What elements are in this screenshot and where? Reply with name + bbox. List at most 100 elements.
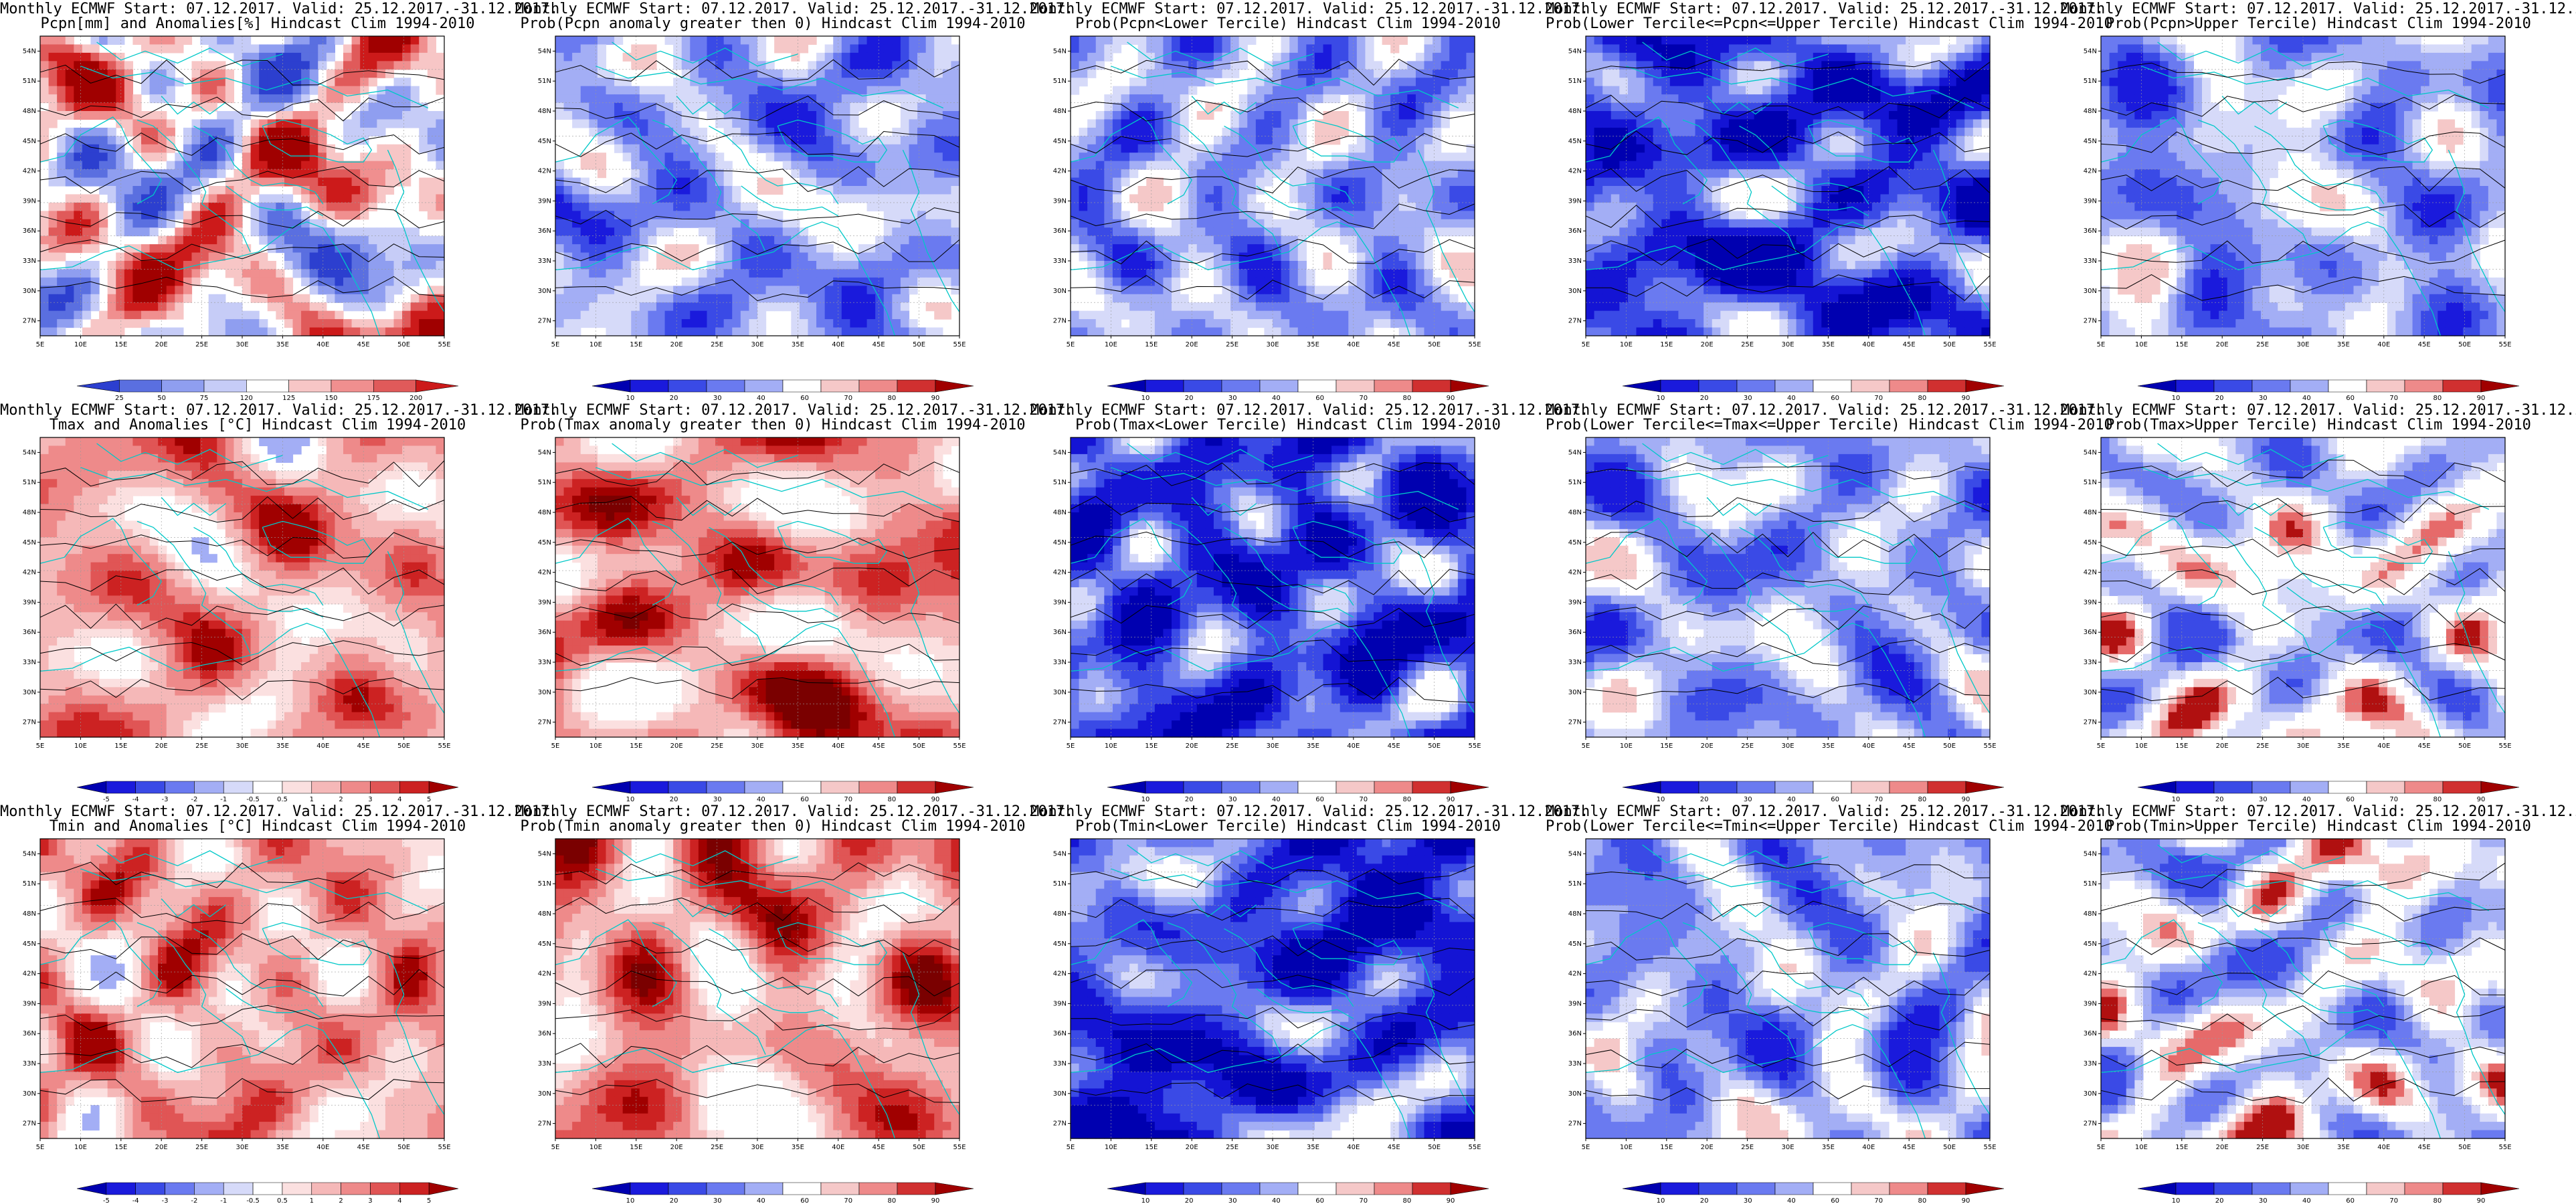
field-cell [715, 235, 725, 245]
field-cell [276, 127, 285, 136]
field-cell [1095, 61, 1105, 70]
field-cell [715, 36, 725, 45]
field-cell [597, 286, 607, 295]
field-cell [1611, 36, 1620, 45]
field-cell [925, 144, 935, 153]
field-cell [715, 219, 725, 228]
field-cell [183, 136, 193, 145]
field-cell [318, 177, 327, 187]
field-cell [757, 144, 767, 153]
field-cell [57, 161, 66, 170]
field-cell [175, 227, 184, 237]
field-cell [276, 202, 285, 211]
field-cell [48, 286, 58, 295]
field-cell [48, 86, 58, 95]
field-cell [234, 269, 243, 278]
field-cell [326, 294, 336, 303]
panel-title-line2: Prob(Pcpn anomaly greater then 0) Hindca… [515, 16, 1030, 32]
field-cell [951, 153, 960, 162]
field-cell [1180, 202, 1189, 211]
field-cell [614, 302, 624, 312]
field-cell [1415, 211, 1425, 220]
field-cell [1424, 219, 1433, 228]
field-cell [723, 119, 733, 128]
field-cell [1441, 186, 1450, 195]
field-cell [1297, 319, 1307, 328]
field-cell [326, 111, 336, 120]
field-cell [335, 61, 344, 70]
field-cell [377, 161, 386, 170]
field-cell [732, 52, 741, 62]
field-cell [639, 169, 649, 179]
field-cell [909, 94, 918, 104]
field-cell [1188, 235, 1198, 245]
field-cell [757, 52, 767, 62]
field-cell [1079, 61, 1088, 70]
lon-label: 20E [1186, 341, 1198, 348]
field-cell [597, 44, 607, 54]
field-cell [1374, 319, 1383, 328]
field-cell [419, 327, 428, 336]
field-cell [589, 235, 598, 245]
field-cell [1121, 327, 1130, 336]
field-cell [242, 310, 252, 320]
field-cell [1281, 294, 1290, 303]
field-cell [909, 252, 918, 262]
field-cell [343, 202, 353, 211]
field-cell [385, 327, 395, 336]
field-cell [1172, 127, 1181, 136]
field-cell [1340, 69, 1349, 78]
field-cell [925, 127, 935, 136]
field-cell [622, 327, 632, 336]
field-cell [774, 235, 784, 245]
field-cell [1331, 111, 1341, 120]
field-cell [681, 127, 691, 136]
field-cell [1365, 169, 1374, 179]
field-cell [1205, 44, 1214, 54]
field-cell [1087, 169, 1097, 179]
field-cell [1129, 261, 1139, 270]
field-cell [393, 44, 403, 54]
field-cell [107, 86, 116, 95]
field-cell [757, 36, 767, 45]
field-cell [1415, 186, 1425, 195]
field-cell [1079, 127, 1088, 136]
field-cell [1264, 111, 1273, 120]
field-cell [1964, 61, 1974, 70]
field-cell [606, 235, 615, 245]
field-cell [622, 127, 632, 136]
field-cell [917, 69, 927, 78]
field-cell [1956, 69, 1965, 78]
field-cell [1163, 44, 1172, 54]
field-cell [183, 252, 193, 262]
field-cell [1129, 153, 1139, 162]
field-cell [99, 111, 108, 120]
field-cell [664, 169, 674, 179]
field-cell [673, 144, 682, 153]
field-cell [1323, 219, 1332, 228]
field-cell [1762, 69, 1772, 78]
field-cell [1297, 244, 1307, 254]
field-cell [427, 211, 437, 220]
field-cell [1079, 153, 1088, 162]
field-cell [841, 136, 851, 145]
field-cell [883, 78, 893, 87]
field-cell [99, 36, 108, 45]
field-cell [1720, 44, 1730, 54]
field-cell [99, 94, 108, 104]
field-cell [1457, 310, 1467, 320]
field-cell [368, 269, 377, 278]
field-cell [267, 86, 276, 95]
field-cell [1331, 61, 1341, 70]
field-cell [1889, 94, 1898, 104]
field-cell [360, 78, 369, 87]
field-cell [65, 319, 74, 328]
field-cell [715, 277, 725, 286]
field-cell [1433, 52, 1442, 62]
field-cell [183, 177, 193, 187]
field-cell [1449, 94, 1459, 104]
field-cell [757, 319, 767, 328]
field-cell [1457, 52, 1467, 62]
field-cell [99, 227, 108, 237]
field-cell [427, 44, 437, 54]
